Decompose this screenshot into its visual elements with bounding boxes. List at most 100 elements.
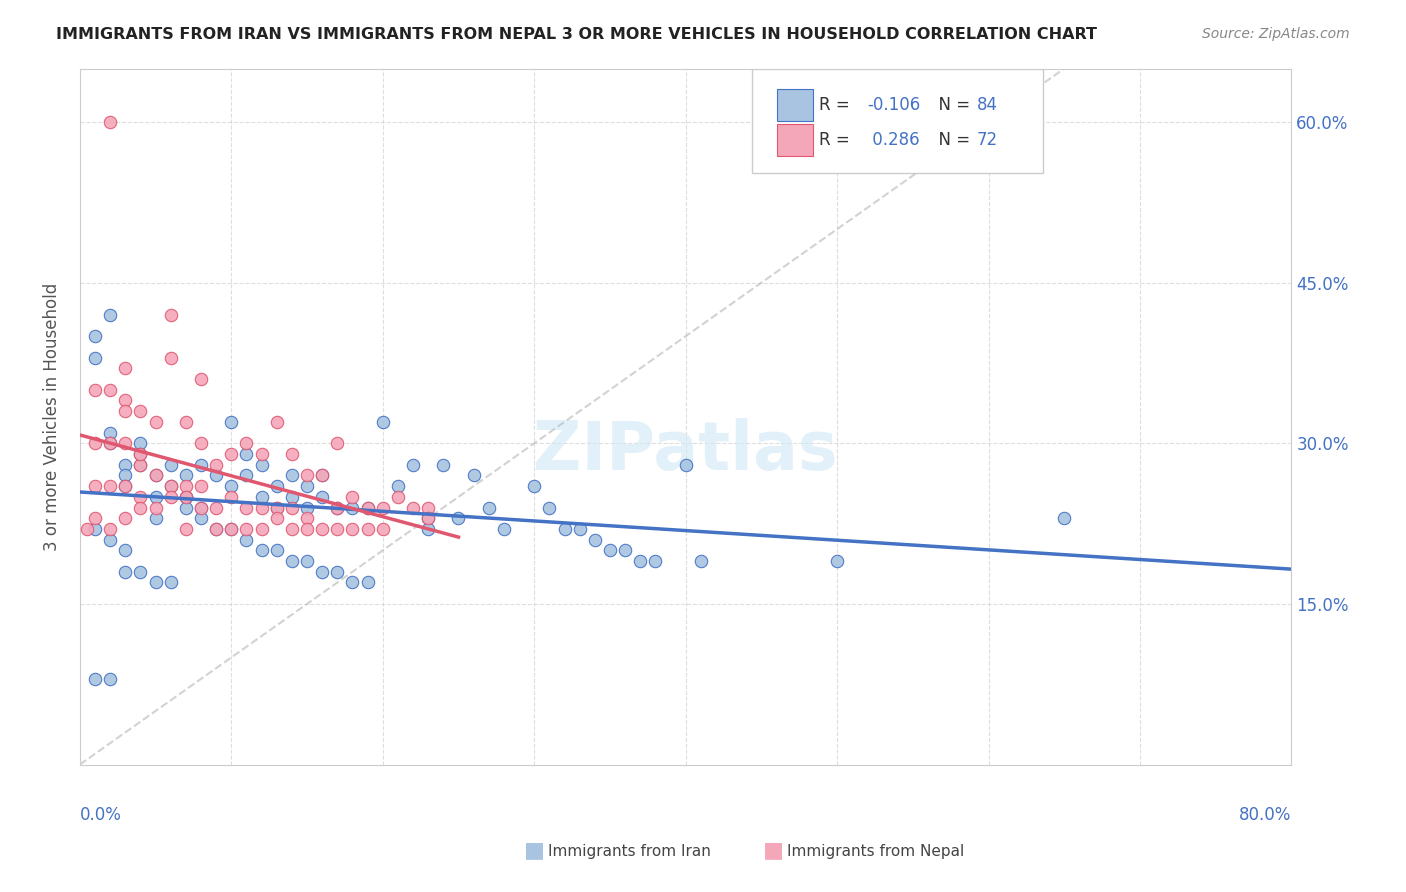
Point: [145, 575, 167, 590]
Point: [205, 522, 228, 536]
Point: [311, 565, 333, 579]
Point: [145, 468, 167, 483]
Point: [98, 383, 121, 397]
Point: [295, 511, 318, 525]
FancyBboxPatch shape: [752, 69, 1043, 173]
Point: [568, 522, 591, 536]
Point: [281, 554, 304, 568]
Point: [84, 522, 107, 536]
Point: [129, 436, 152, 450]
Point: [145, 500, 167, 515]
Point: [447, 511, 470, 525]
Point: [266, 500, 288, 515]
Point: [599, 543, 621, 558]
Point: [159, 479, 181, 493]
Point: [295, 479, 318, 493]
Text: Source: ZipAtlas.com: Source: ZipAtlas.com: [1202, 27, 1350, 41]
Point: [221, 522, 243, 536]
Point: [1053, 511, 1076, 525]
Point: [326, 500, 349, 515]
Point: [221, 415, 243, 429]
Point: [98, 425, 121, 440]
Text: Immigrants from Iran: Immigrants from Iran: [548, 845, 711, 859]
Point: [250, 522, 273, 536]
Point: [266, 479, 288, 493]
Point: [98, 522, 121, 536]
Point: [387, 490, 409, 504]
Point: [114, 393, 136, 408]
Point: [174, 479, 197, 493]
Point: [281, 522, 304, 536]
Point: [114, 361, 136, 376]
Point: [145, 511, 167, 525]
Point: [205, 458, 228, 472]
Point: [145, 415, 167, 429]
Point: [98, 436, 121, 450]
Point: [281, 447, 304, 461]
Point: [311, 468, 333, 483]
Point: [492, 522, 515, 536]
Point: [311, 468, 333, 483]
Point: [190, 511, 212, 525]
Point: [190, 372, 212, 386]
Point: [644, 554, 666, 568]
Point: [114, 436, 136, 450]
Point: [114, 479, 136, 493]
Point: [523, 479, 546, 493]
Text: Immigrants from Nepal: Immigrants from Nepal: [787, 845, 965, 859]
Point: [159, 479, 181, 493]
Point: [266, 500, 288, 515]
Point: [266, 543, 288, 558]
Point: [205, 522, 228, 536]
Point: [825, 554, 848, 568]
Point: [250, 543, 273, 558]
Point: [129, 565, 152, 579]
Point: [235, 468, 257, 483]
Point: [478, 500, 501, 515]
Point: [326, 565, 349, 579]
Point: [221, 490, 243, 504]
Point: [98, 436, 121, 450]
Point: [174, 415, 197, 429]
Point: [250, 490, 273, 504]
Point: [129, 458, 152, 472]
Point: [174, 500, 197, 515]
Point: [295, 500, 318, 515]
Point: [326, 522, 349, 536]
Point: [98, 533, 121, 547]
Point: [402, 458, 425, 472]
Text: 80.0%: 80.0%: [1239, 806, 1292, 824]
Point: [98, 115, 121, 129]
Text: 84: 84: [976, 96, 997, 114]
Point: [205, 500, 228, 515]
Point: [250, 500, 273, 515]
Point: [129, 447, 152, 461]
Point: [205, 468, 228, 483]
Point: [371, 500, 394, 515]
Point: [235, 447, 257, 461]
FancyBboxPatch shape: [776, 89, 813, 120]
Point: [266, 415, 288, 429]
Point: [76, 522, 98, 536]
Point: [129, 458, 152, 472]
Point: [129, 490, 152, 504]
Text: R =: R =: [818, 96, 855, 114]
Point: [689, 554, 711, 568]
Text: N =: N =: [928, 96, 976, 114]
Point: [84, 436, 107, 450]
Point: [371, 415, 394, 429]
Point: [84, 351, 107, 365]
Point: [295, 468, 318, 483]
Point: [235, 533, 257, 547]
Point: [84, 511, 107, 525]
Point: [342, 575, 364, 590]
Point: [159, 458, 181, 472]
Point: [174, 490, 197, 504]
Point: [114, 458, 136, 472]
Point: [145, 468, 167, 483]
Point: [190, 436, 212, 450]
Point: [129, 447, 152, 461]
Point: [190, 458, 212, 472]
Point: [159, 575, 181, 590]
Text: ■: ■: [524, 840, 544, 860]
